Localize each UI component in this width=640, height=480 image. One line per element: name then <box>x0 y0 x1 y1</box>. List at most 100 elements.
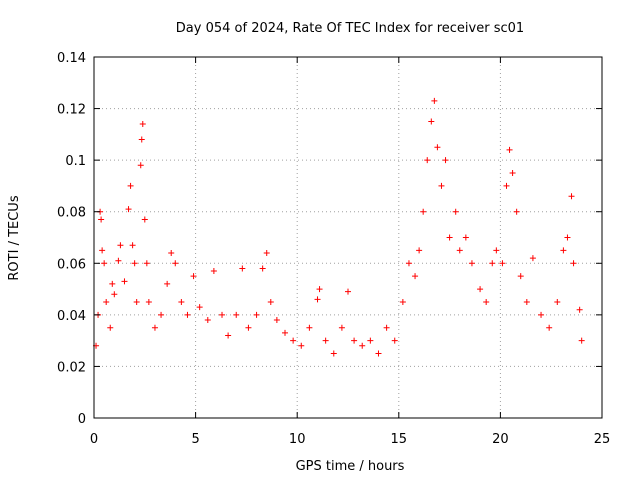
chart-title: Day 054 of 2024, Rate Of TEC Index for r… <box>176 21 524 36</box>
roti-point <box>554 298 561 305</box>
roti-point <box>509 170 516 177</box>
roti-point <box>517 273 524 280</box>
roti-point <box>117 242 124 249</box>
x-tick-label: 20 <box>492 432 509 447</box>
roti-point <box>125 206 132 213</box>
roti-point <box>438 182 445 189</box>
roti-point <box>367 337 374 344</box>
roti-point <box>538 311 545 318</box>
roti-point <box>383 324 390 331</box>
roti-point <box>416 247 423 254</box>
roti-point <box>172 260 179 267</box>
roti-point <box>98 216 105 223</box>
roti-point <box>316 286 323 293</box>
roti-point <box>420 208 427 215</box>
roti-point <box>330 350 337 357</box>
roti-point <box>143 260 150 267</box>
x-tick-label: 0 <box>90 432 98 447</box>
roti-point <box>456 247 463 254</box>
roti-point <box>290 337 297 344</box>
roti-point <box>568 193 575 200</box>
roti-point <box>282 329 289 336</box>
roti-point <box>452 208 459 215</box>
data-points <box>93 97 585 357</box>
roti-point <box>204 317 211 324</box>
roti-point <box>139 121 146 128</box>
roti-point <box>99 247 106 254</box>
roti-point <box>145 298 152 305</box>
x-axis-ticks: 0 5 10 15 20 25 <box>90 57 610 447</box>
roti-point <box>225 332 232 339</box>
roti-point <box>107 324 114 331</box>
roti-point <box>101 260 108 267</box>
roti-point <box>446 234 453 241</box>
roti-point <box>141 216 148 223</box>
roti-point <box>442 157 449 164</box>
roti-point <box>314 296 321 303</box>
roti-point <box>477 286 484 293</box>
y-tick-label: 0.14 <box>57 51 86 66</box>
roti-point <box>263 249 270 256</box>
roti-point <box>219 311 226 318</box>
y-tick-label: 0 <box>78 412 86 427</box>
roti-point <box>239 265 246 272</box>
roti-point <box>298 342 305 349</box>
roti-point <box>129 242 136 249</box>
roti-point <box>570 260 577 267</box>
roti-point <box>158 311 165 318</box>
roti-point <box>121 278 128 285</box>
roti-point <box>338 324 345 331</box>
roti-point <box>109 280 116 287</box>
roti-point <box>115 257 122 264</box>
y-tick-label: 0.02 <box>57 360 86 375</box>
roti-point <box>245 324 252 331</box>
x-tick-label: 15 <box>391 432 408 447</box>
x-tick-label: 5 <box>191 432 199 447</box>
roti-point <box>391 337 398 344</box>
roti-point <box>151 324 158 331</box>
roti-point <box>564 234 571 241</box>
roti-point <box>178 298 185 305</box>
y-axis-label: ROTI / TECUs <box>7 195 22 280</box>
roti-point <box>489 260 496 267</box>
roti-point <box>560 247 567 254</box>
roti-point <box>306 324 313 331</box>
y-tick-label: 0.06 <box>57 257 86 272</box>
roti-point <box>431 97 438 104</box>
gridlines <box>94 57 602 418</box>
roti-point <box>322 337 329 344</box>
x-axis-label: GPS time / hours <box>296 459 405 474</box>
roti-point <box>103 298 110 305</box>
roti-point <box>424 157 431 164</box>
roti-point <box>133 298 140 305</box>
roti-point <box>483 298 490 305</box>
x-tick-label: 10 <box>289 432 306 447</box>
roti-point <box>375 350 382 357</box>
roti-point <box>138 136 145 143</box>
roti-point <box>233 311 240 318</box>
roti-point <box>405 260 412 267</box>
roti-point <box>428 118 435 125</box>
roti-point <box>196 304 203 311</box>
y-axis-ticks: 0 0.02 0.04 0.06 0.08 0.1 0.12 0.14 <box>57 51 602 427</box>
roti-point <box>503 182 510 189</box>
y-tick-label: 0.04 <box>57 309 86 324</box>
y-tick-label: 0.12 <box>57 103 86 118</box>
roti-point <box>184 311 191 318</box>
roti-point <box>506 146 513 153</box>
roti-point <box>434 144 441 151</box>
roti-point <box>253 311 260 318</box>
y-tick-label: 0.08 <box>57 206 86 221</box>
roti-point <box>468 260 475 267</box>
roti-point <box>546 324 553 331</box>
roti-point <box>345 288 351 295</box>
roti-point <box>359 342 366 349</box>
roti-point <box>190 273 197 280</box>
roti-point <box>137 162 144 169</box>
roti-point <box>351 337 358 344</box>
y-tick-label: 0.1 <box>65 154 86 169</box>
roti-point <box>399 298 406 305</box>
roti-point <box>111 291 118 298</box>
plot-frame <box>93 56 603 419</box>
roti-point <box>493 247 500 254</box>
